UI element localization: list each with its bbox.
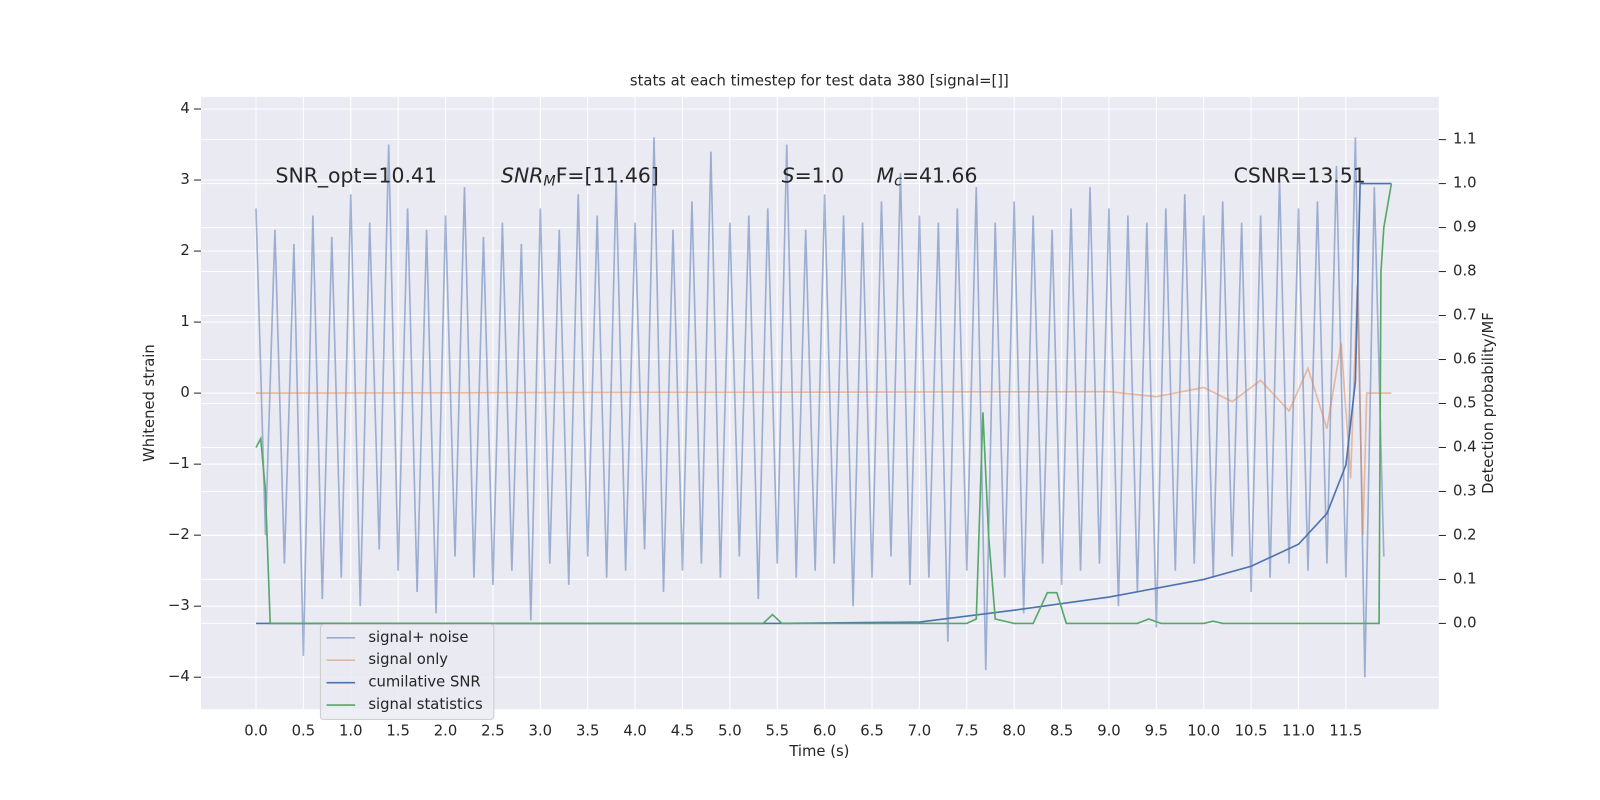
legend-box — [319, 623, 495, 720]
series-line — [255, 286, 1392, 536]
annotation-text: =41.66 — [902, 164, 977, 188]
y-tick-label: 1 — [180, 313, 189, 330]
annotation: SNRMF=[11.46] — [501, 164, 659, 190]
y-tick-label: 4 — [180, 100, 189, 117]
series-line — [255, 137, 1385, 678]
annotation-math: S — [782, 164, 795, 188]
x-tick-label: 7.5 — [955, 723, 979, 740]
y-tick-label: −3 — [168, 597, 190, 614]
y2-tick-label: 0.1 — [1453, 570, 1477, 587]
x-tick-label: 9.5 — [1145, 723, 1169, 740]
y-tick-label: −4 — [168, 668, 190, 685]
y2-tick-label: 1.1 — [1453, 131, 1477, 148]
annotation: CSNR=13.51 — [1234, 164, 1366, 188]
x-tick-label: 2.5 — [481, 723, 505, 740]
annotation-sub: M — [543, 174, 555, 190]
y-tick-label: −2 — [168, 526, 190, 543]
x-tick-label: 8.0 — [1002, 723, 1026, 740]
x-tick-label: 1.5 — [386, 723, 410, 740]
x-tick-label: 3.0 — [529, 723, 553, 740]
x-tick-label: 7.0 — [908, 723, 932, 740]
x-tick-label: 8.5 — [1050, 723, 1074, 740]
y-tick-label: 2 — [180, 242, 189, 259]
x-tick-label: 5.0 — [718, 723, 742, 740]
x-tick-label: 0.0 — [244, 723, 268, 740]
annotation: SNR_opt=10.41 — [276, 164, 437, 189]
x-tick-label: 1.0 — [339, 723, 363, 740]
y-tick-label: 0 — [180, 384, 189, 401]
annotation: Mc=41.66 — [877, 164, 978, 190]
y2-tick-label: 1.0 — [1453, 175, 1477, 192]
y2-tick-label: 0.0 — [1453, 614, 1477, 631]
x-tick-label: 11.5 — [1329, 723, 1362, 740]
x-tick-label: 4.5 — [671, 723, 695, 740]
x-tick-label: 10.0 — [1187, 723, 1220, 740]
x-tick-label: 5.5 — [765, 723, 789, 740]
x-axis-label: Time (s) — [788, 743, 849, 760]
series-line — [255, 183, 1393, 625]
series-line — [255, 182, 1392, 625]
x-tick-label: 2.0 — [434, 723, 458, 740]
legend-label: signal statistics — [368, 696, 482, 713]
y-axis-label: Whitened strain — [141, 344, 158, 462]
x-tick-label: 10.5 — [1235, 723, 1268, 740]
x-tick-label: 4.0 — [623, 723, 647, 740]
y2-tick-label: 0.9 — [1453, 219, 1477, 236]
y2-axis-label: Detection probability/MF — [1480, 312, 1497, 494]
annotation-text: CSNR=13.51 — [1234, 164, 1366, 188]
y2-tick-label: 0.6 — [1453, 351, 1477, 368]
chart-title: stats at each timestep for test data 380… — [630, 73, 1009, 90]
x-tick-label: 3.5 — [576, 723, 600, 740]
y-tick-label: 3 — [180, 171, 189, 188]
legend-label: signal+ noise — [368, 629, 468, 646]
annotation-sub: c — [894, 174, 902, 190]
y-tick-label: −1 — [168, 455, 190, 472]
x-tick-label: 9.0 — [1097, 723, 1121, 740]
annotation-text: SNR_opt=10.41 — [276, 164, 437, 189]
annotation-text: =1.0 — [795, 164, 845, 188]
x-tick-label: 11.0 — [1282, 723, 1315, 740]
annotation-math: SNR — [501, 164, 543, 188]
y2-tick-label: 0.4 — [1453, 438, 1477, 455]
y2-tick-label: 0.2 — [1453, 526, 1477, 543]
annotation-math: M — [877, 164, 895, 188]
x-tick-label: 6.5 — [860, 723, 884, 740]
y2-tick-label: 0.5 — [1453, 395, 1477, 412]
y2-tick-label: 0.8 — [1453, 263, 1477, 280]
y2-tick-label: 0.3 — [1453, 482, 1477, 499]
legend-label: signal only — [368, 651, 448, 668]
x-tick-label: 6.0 — [813, 723, 837, 740]
legend-label: cumilative SNR — [368, 674, 480, 691]
y2-tick-label: 0.7 — [1453, 307, 1477, 324]
x-tick-label: 0.5 — [292, 723, 316, 740]
annotation: S=1.0 — [782, 164, 844, 188]
annotation-text: F=[11.46] — [556, 164, 659, 188]
